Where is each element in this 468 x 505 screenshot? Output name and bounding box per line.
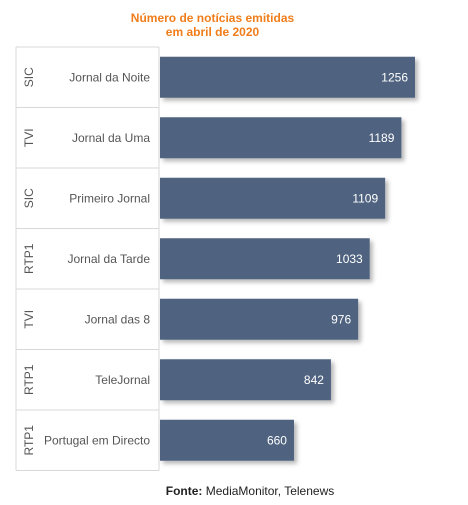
bar-value-label: 1109: [352, 191, 378, 205]
source-text: MediaMonitor, Telenews: [205, 484, 335, 498]
bar: [160, 117, 402, 159]
channel-label: RTP1: [22, 425, 36, 456]
bar: [160, 177, 386, 219]
channel-label: RTP1: [22, 243, 36, 274]
channel-label: RTP1: [22, 364, 36, 395]
source-note: Fonte: MediaMonitor, Telenews: [0, 484, 468, 498]
bar: [160, 238, 370, 280]
program-label: Portugal em Directo: [44, 433, 150, 447]
bar-value-label: 1189: [369, 131, 395, 145]
program-label: Primeiro Jornal: [69, 191, 150, 205]
bar: [160, 298, 359, 340]
channel-label: SIC: [22, 67, 36, 87]
chart-title-line-2: em abril de 2020: [165, 25, 260, 39]
channel-label: SIC: [22, 188, 36, 208]
bar-value-label: 660: [267, 433, 287, 447]
channel-label: TVI: [22, 128, 36, 147]
bar: [160, 419, 294, 461]
program-label: Jornal das 8: [85, 312, 151, 326]
bar-value-label: 1033: [336, 252, 363, 266]
program-label: TeleJornal: [95, 373, 150, 387]
bar-value-label: 976: [331, 312, 351, 326]
bar: [160, 56, 415, 98]
bars: 1256 1189 1109 1033 976 842 660: [160, 56, 415, 461]
chart-title-line-1: Número de notícias emitidas: [130, 11, 295, 25]
program-label: Jornal da Noite: [69, 70, 150, 84]
source-label: Fonte:: [165, 484, 203, 498]
bar-value-label: 842: [304, 373, 324, 387]
bar: [160, 359, 331, 401]
channel-label: TVI: [22, 310, 36, 329]
chart-title: Número de notícias emitidas em abril de …: [0, 11, 425, 39]
program-label: Jornal da Tarde: [68, 252, 151, 266]
label-table: SIC Jornal da Noite TVI Jornal da Uma SIC Pri…: [15, 46, 160, 471]
bar-value-label: 1256: [381, 70, 408, 84]
program-label: Jornal da Uma: [72, 131, 150, 145]
